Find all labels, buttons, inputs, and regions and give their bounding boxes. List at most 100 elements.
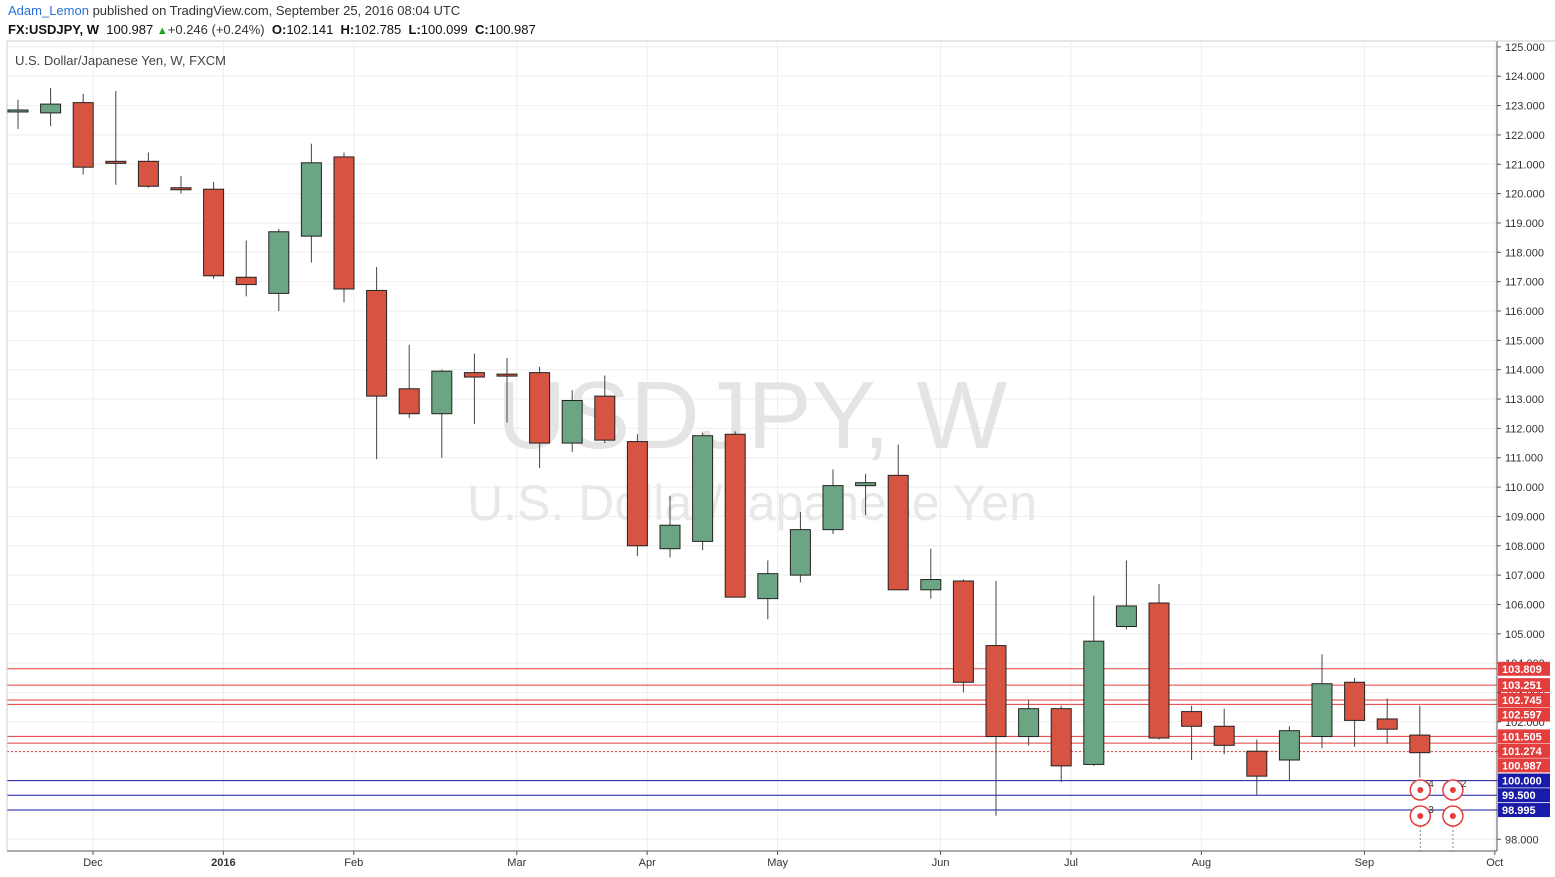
y-tick-label: 121.000 [1505, 159, 1545, 171]
y-tick-label: 118.000 [1505, 247, 1544, 259]
candle [985, 581, 1007, 816]
level-label: 103.251 [1502, 680, 1542, 692]
candle-body [333, 156, 355, 290]
candle-body [659, 524, 681, 550]
candle [887, 444, 909, 591]
candle [1018, 699, 1040, 746]
candle-body [300, 162, 322, 237]
candle-body [822, 485, 844, 531]
candle-body [757, 573, 779, 600]
candle-body [366, 289, 388, 397]
candle [7, 99, 29, 130]
candle [463, 353, 485, 424]
candle-body [724, 433, 746, 598]
close-value: 100.987 [488, 22, 536, 37]
candle-body [529, 372, 551, 444]
candle [268, 228, 290, 311]
y-tick-label: 109.000 [1505, 511, 1545, 523]
candle-body [594, 395, 616, 441]
level-label-bg [1498, 693, 1550, 708]
level-label-bg [1498, 773, 1550, 788]
x-tick-label: May [767, 857, 788, 869]
price-axis[interactable]: 98.00099.000100.000101.000102.000103.000… [1497, 42, 1545, 846]
candle [659, 495, 681, 558]
event-dot [1449, 787, 1456, 793]
candle-body [1278, 730, 1300, 761]
y-tick-label: 111.000 [1505, 453, 1543, 465]
level-label: 102.745 [1502, 695, 1542, 707]
candle-body [40, 103, 62, 114]
y-tick-label: 98.000 [1505, 834, 1539, 846]
event-count: 2 [1461, 779, 1467, 790]
candle-body [1213, 725, 1235, 746]
y-tick-label: 122.000 [1505, 130, 1545, 142]
candle-body [431, 370, 453, 415]
candle [398, 344, 420, 419]
candle [789, 512, 811, 583]
x-tick-label: Mar [507, 857, 526, 869]
y-tick-label: 125.000 [1505, 42, 1545, 54]
candle [1246, 739, 1268, 796]
candle-body [626, 441, 648, 547]
watermark: USDJPY, W U.S. Dollar/Japanese Yen [467, 362, 1037, 531]
x-tick-label: Apr [639, 857, 656, 869]
candle [1376, 698, 1398, 744]
candle-body [855, 482, 877, 487]
open-value: 102.141 [286, 22, 334, 37]
chart-legend-title: U.S. Dollar/Japanese Yen, W, FXCM [15, 53, 226, 68]
candle-body [1376, 718, 1398, 730]
candle-body [1148, 602, 1170, 739]
high-value: 102.785 [354, 22, 402, 37]
x-tick-label: Jul [1064, 857, 1078, 869]
y-tick-label: 124.000 [1505, 71, 1545, 83]
candle [920, 548, 942, 599]
level-label: 101.505 [1502, 731, 1542, 743]
level-label: 100.987 [1502, 760, 1542, 772]
high-label: H: [340, 22, 355, 37]
candle [137, 152, 159, 188]
candle [1278, 726, 1300, 781]
author-link[interactable]: Adam_Lemon [8, 3, 89, 18]
y-tick-label: 112.000 [1505, 423, 1544, 435]
candle [300, 143, 322, 263]
level-label: 98.995 [1502, 805, 1536, 817]
candle [496, 357, 518, 423]
up-arrow-icon: ▲ [156, 25, 168, 37]
ohlc-bar: FX:USDJPY, W 100.987 ▲+0.246 (+0.24%) O:… [8, 22, 536, 37]
time-axis[interactable]: Dec 2016 Feb Mar Apr May Jun Jul Aug Sep Oct [83, 851, 1503, 869]
y-tick-label: 108.000 [1505, 541, 1545, 553]
candle-body [561, 400, 583, 444]
price-change: +0.246 (+0.24%) [167, 22, 265, 37]
candle-body [952, 580, 974, 683]
y-tick-label: 119.000 [1505, 218, 1544, 230]
candle [72, 93, 94, 175]
event-dot [1417, 813, 1424, 819]
candle [1311, 654, 1333, 749]
close-label: C: [475, 22, 489, 37]
y-tick-label: 116.000 [1505, 306, 1544, 318]
level-label: 103.809 [1502, 664, 1542, 676]
candle [203, 181, 225, 279]
y-tick-label: 115.000 [1505, 335, 1544, 347]
level-label-bg [1498, 788, 1550, 803]
y-tick-label: 110.000 [1505, 482, 1544, 494]
candle [529, 366, 551, 469]
candle [431, 369, 453, 458]
candle [333, 152, 355, 303]
candle-body [7, 109, 29, 113]
level-label-bg [1498, 729, 1550, 744]
level-label-bg [1498, 678, 1550, 693]
candle-body [170, 187, 192, 191]
candle [105, 90, 127, 185]
candle [1409, 705, 1431, 778]
candle-body [1018, 708, 1040, 738]
y-tick-label: 117.000 [1505, 277, 1544, 289]
candle [1148, 583, 1170, 740]
candle [822, 469, 844, 535]
level-label: 102.597 [1502, 710, 1542, 722]
y-tick-label: 105.000 [1505, 629, 1545, 641]
candle [692, 432, 714, 551]
level-label-bg [1498, 743, 1550, 758]
level-label: 100.000 [1502, 776, 1542, 788]
